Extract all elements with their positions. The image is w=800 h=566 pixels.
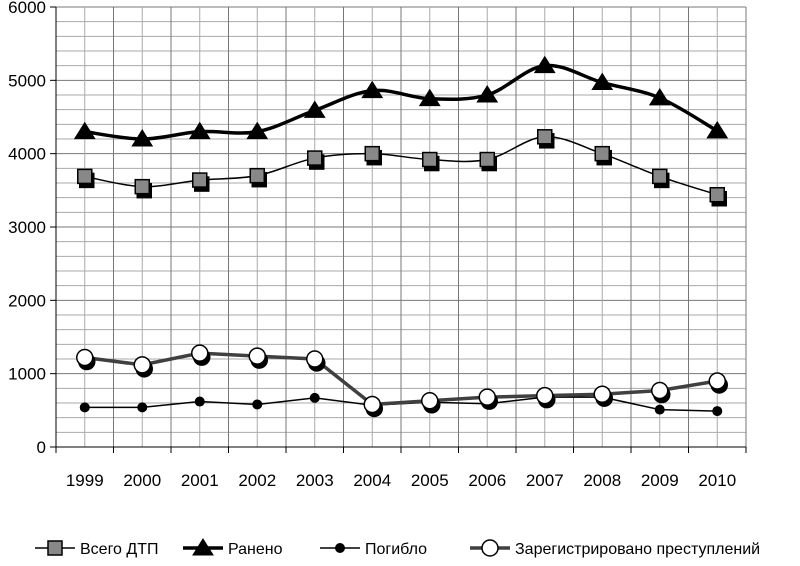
marker-square	[77, 168, 93, 185]
marker-dot	[194, 396, 205, 407]
marker-triangle	[648, 87, 671, 106]
x-tick-label: 2003	[296, 471, 334, 490]
marker-square	[652, 168, 668, 185]
legend: Всего ДТП Ранено Погибло Зарегистрировано п…	[35, 538, 760, 558]
x-tick-label: 2000	[123, 471, 161, 490]
x-tick-label: 2002	[238, 471, 276, 490]
marker-square	[249, 167, 265, 184]
y-tick-label: 6000	[8, 0, 46, 17]
marker-circle	[306, 350, 324, 368]
y-tick-label: 1000	[8, 365, 46, 384]
marker-triangle	[246, 121, 269, 140]
x-tick-label: 2005	[411, 471, 449, 490]
legend-item-3: Зарегистрировано преступлений	[470, 539, 760, 558]
y-tick-label: 2000	[8, 291, 46, 310]
marker-circle	[363, 395, 381, 414]
marker-triangle	[188, 121, 211, 140]
y-tick-label: 0	[37, 438, 46, 457]
marker-square	[479, 151, 495, 168]
y-tick-label: 3000	[8, 218, 46, 237]
legend-label: Зарегистрировано преступлений	[515, 541, 760, 558]
marker-square	[364, 145, 380, 162]
marker-square	[307, 150, 323, 166]
marker-triangle	[533, 55, 556, 74]
marker-square	[594, 145, 610, 162]
marker-dot	[137, 402, 148, 413]
x-tick-label: 2010	[698, 471, 736, 490]
series-1	[73, 55, 729, 147]
marker-circle	[651, 381, 669, 400]
marker-circle	[708, 372, 726, 390]
legend-item-0: Всего ДТП	[35, 540, 159, 558]
marker-triangle	[361, 80, 384, 99]
series-line	[84, 351, 718, 407]
x-tick-label: 1999	[66, 471, 104, 490]
marker-circle	[421, 392, 439, 410]
legend-label: Ранено	[228, 541, 283, 558]
marker-triangle	[192, 538, 214, 556]
x-tick-label: 2007	[526, 471, 564, 490]
series-0	[77, 129, 727, 207]
marker-dot	[309, 392, 320, 403]
marker-circle	[76, 348, 94, 367]
marker-circle	[133, 356, 151, 374]
marker-triangle	[706, 120, 729, 139]
x-tick-label: 2004	[353, 471, 391, 490]
marker-dot	[335, 543, 345, 553]
legend-label: Погибло	[365, 541, 427, 558]
marker-circle	[478, 388, 496, 406]
marker-square	[47, 540, 63, 556]
marker-triangle	[73, 121, 96, 140]
marker-circle	[593, 385, 611, 403]
marker-triangle	[476, 85, 499, 103]
marker-dot	[79, 402, 90, 413]
marker-circle	[481, 539, 499, 557]
marker-circle	[536, 386, 554, 405]
marker-square	[192, 172, 208, 188]
y-tick-label: 5000	[8, 71, 46, 90]
marker-dot	[252, 399, 263, 410]
marker-dot	[654, 404, 665, 415]
legend-label: Всего ДТП	[80, 541, 159, 558]
grid	[55, 6, 747, 447]
marker-circle	[248, 347, 266, 365]
marker-square	[134, 178, 150, 195]
marker-square	[709, 186, 725, 203]
legend-item-2: Погибло	[320, 541, 427, 558]
marker-triangle	[418, 88, 441, 107]
legend-item-1: Ранено	[183, 538, 283, 558]
marker-triangle	[303, 100, 326, 118]
x-tick-label: 2001	[181, 471, 219, 490]
y-tick-label: 4000	[8, 145, 46, 164]
x-tick-label: 2008	[583, 471, 621, 490]
marker-square	[537, 129, 553, 145]
marker-circle	[191, 344, 209, 362]
series-group	[73, 55, 729, 418]
series-3	[76, 344, 728, 418]
marker-triangle	[591, 72, 614, 91]
axes: 0 1000 2000 3000 4000 5000 6000 1999 2000 2001 200…	[8, 0, 747, 490]
x-tick-label: 2009	[641, 471, 679, 490]
x-tick-label: 2006	[468, 471, 506, 490]
marker-dot	[712, 406, 723, 417]
marker-square	[422, 151, 438, 168]
marker-triangle	[131, 129, 154, 147]
